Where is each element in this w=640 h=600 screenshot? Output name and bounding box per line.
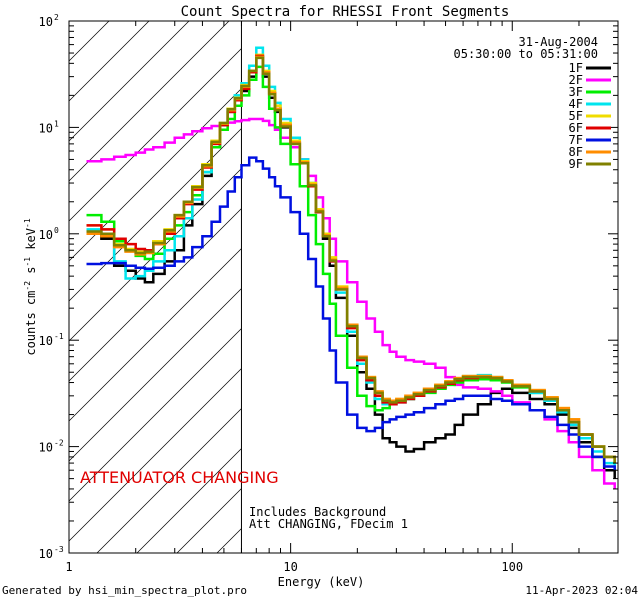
y-tick-label: 10 (39, 334, 53, 348)
y-tick-label-exponent: 1 (54, 119, 59, 128)
hatch-line (69, 48, 242, 222)
annotation-attenuator: Att CHANGING, FDecim 1 (249, 517, 408, 531)
y-axis-label: counts cm-2 s-1 keV-1 (23, 218, 38, 355)
legend-label-3F: 3F (569, 85, 583, 99)
y-tick-label-exponent: 2 (54, 13, 59, 22)
series-2F (86, 117, 616, 489)
legend-label-8F: 8F (569, 145, 583, 159)
hatch-line (136, 448, 242, 553)
x-axis-label: Energy (keV) (278, 575, 365, 589)
legend-label-9F: 9F (569, 157, 583, 171)
legend-label-2F: 2F (569, 73, 583, 87)
x-tick-label: 100 (501, 560, 523, 574)
footer-generated-by: Generated by hsi_min_spectra_plot.pro (2, 584, 247, 597)
legend-label-4F: 4F (569, 97, 583, 111)
x-tick-label: 10 (283, 560, 297, 574)
y-tick-label: 10 (39, 228, 53, 242)
hatch-line (69, 21, 190, 142)
hatch-line (69, 208, 242, 382)
y-tick-label: 10 (39, 441, 53, 455)
y-tick-label: 10 (39, 547, 53, 561)
hatch-line (69, 21, 70, 22)
plot-frame (68, 20, 619, 554)
attenuator-changing-label: ATTENUATOR CHANGING (80, 468, 279, 487)
legend-label-6F: 6F (569, 121, 583, 135)
y-tick-label-exponent: 0 (54, 226, 59, 235)
y-tick-label: 10 (39, 121, 53, 135)
y-tick-label-exponent: -2 (54, 439, 64, 448)
hatch-line (69, 88, 242, 262)
hatch-line (69, 168, 242, 342)
time-range-label: 05:30:00 to 05:31:00 (454, 47, 599, 61)
x-tick-label: 1 (65, 560, 72, 574)
series-4F (86, 46, 616, 471)
y-tick-label-exponent: -3 (54, 545, 64, 554)
series-7F (86, 156, 616, 471)
hatch-line (69, 128, 242, 302)
legend-label-7F: 7F (569, 133, 583, 147)
hatch-line (69, 328, 242, 502)
y-tick-label-exponent: -1 (54, 332, 64, 341)
legend-label-5F: 5F (569, 109, 583, 123)
hatch-line (69, 21, 230, 182)
hatch-line (69, 248, 242, 422)
legend-label-1F: 1F (569, 61, 583, 75)
chart-title: Count Spectra for RHESSI Front Segments (181, 4, 510, 20)
footer-timestamp: 11-Apr-2023 02:04 (525, 584, 638, 597)
series-layer (86, 21, 616, 553)
y-tick-label: 10 (39, 15, 53, 29)
axis-ticks (68, 20, 619, 554)
series-9F (86, 56, 616, 464)
attenuator-hatch-region (69, 21, 242, 553)
date-label: 31-Aug-2004 (519, 35, 598, 49)
hatch-line (69, 368, 242, 542)
hatch-line (96, 408, 242, 553)
annotation-background: Includes Background (249, 505, 386, 519)
